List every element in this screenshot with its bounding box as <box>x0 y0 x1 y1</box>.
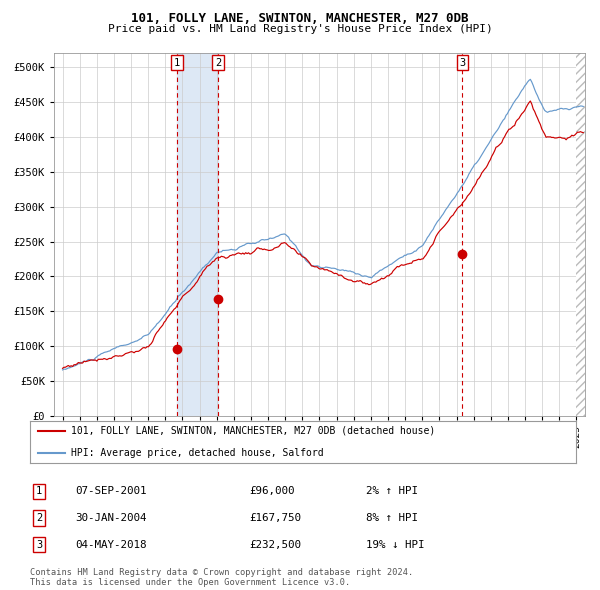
Text: 2% ↑ HPI: 2% ↑ HPI <box>366 487 418 496</box>
Text: 8% ↑ HPI: 8% ↑ HPI <box>366 513 418 523</box>
Text: 19% ↓ HPI: 19% ↓ HPI <box>366 540 425 549</box>
Text: £96,000: £96,000 <box>249 487 295 496</box>
Text: £232,500: £232,500 <box>249 540 301 549</box>
Text: HPI: Average price, detached house, Salford: HPI: Average price, detached house, Salf… <box>71 448 323 458</box>
Bar <box>177 53 218 416</box>
Text: Price paid vs. HM Land Registry's House Price Index (HPI): Price paid vs. HM Land Registry's House … <box>107 25 493 34</box>
Text: 2: 2 <box>215 58 221 68</box>
Polygon shape <box>577 53 585 416</box>
Text: £167,750: £167,750 <box>249 513 301 523</box>
Text: 04-MAY-2018: 04-MAY-2018 <box>75 540 146 549</box>
Text: Contains HM Land Registry data © Crown copyright and database right 2024.
This d: Contains HM Land Registry data © Crown c… <box>30 568 413 587</box>
Text: 1: 1 <box>36 487 42 496</box>
Text: 101, FOLLY LANE, SWINTON, MANCHESTER, M27 0DB: 101, FOLLY LANE, SWINTON, MANCHESTER, M2… <box>131 12 469 25</box>
Text: 3: 3 <box>36 540 42 549</box>
Text: 2: 2 <box>36 513 42 523</box>
Text: 1: 1 <box>174 58 180 68</box>
Text: 30-JAN-2004: 30-JAN-2004 <box>75 513 146 523</box>
Text: 101, FOLLY LANE, SWINTON, MANCHESTER, M27 0DB (detached house): 101, FOLLY LANE, SWINTON, MANCHESTER, M2… <box>71 426 435 436</box>
Text: 3: 3 <box>459 58 466 68</box>
Text: 07-SEP-2001: 07-SEP-2001 <box>75 487 146 496</box>
